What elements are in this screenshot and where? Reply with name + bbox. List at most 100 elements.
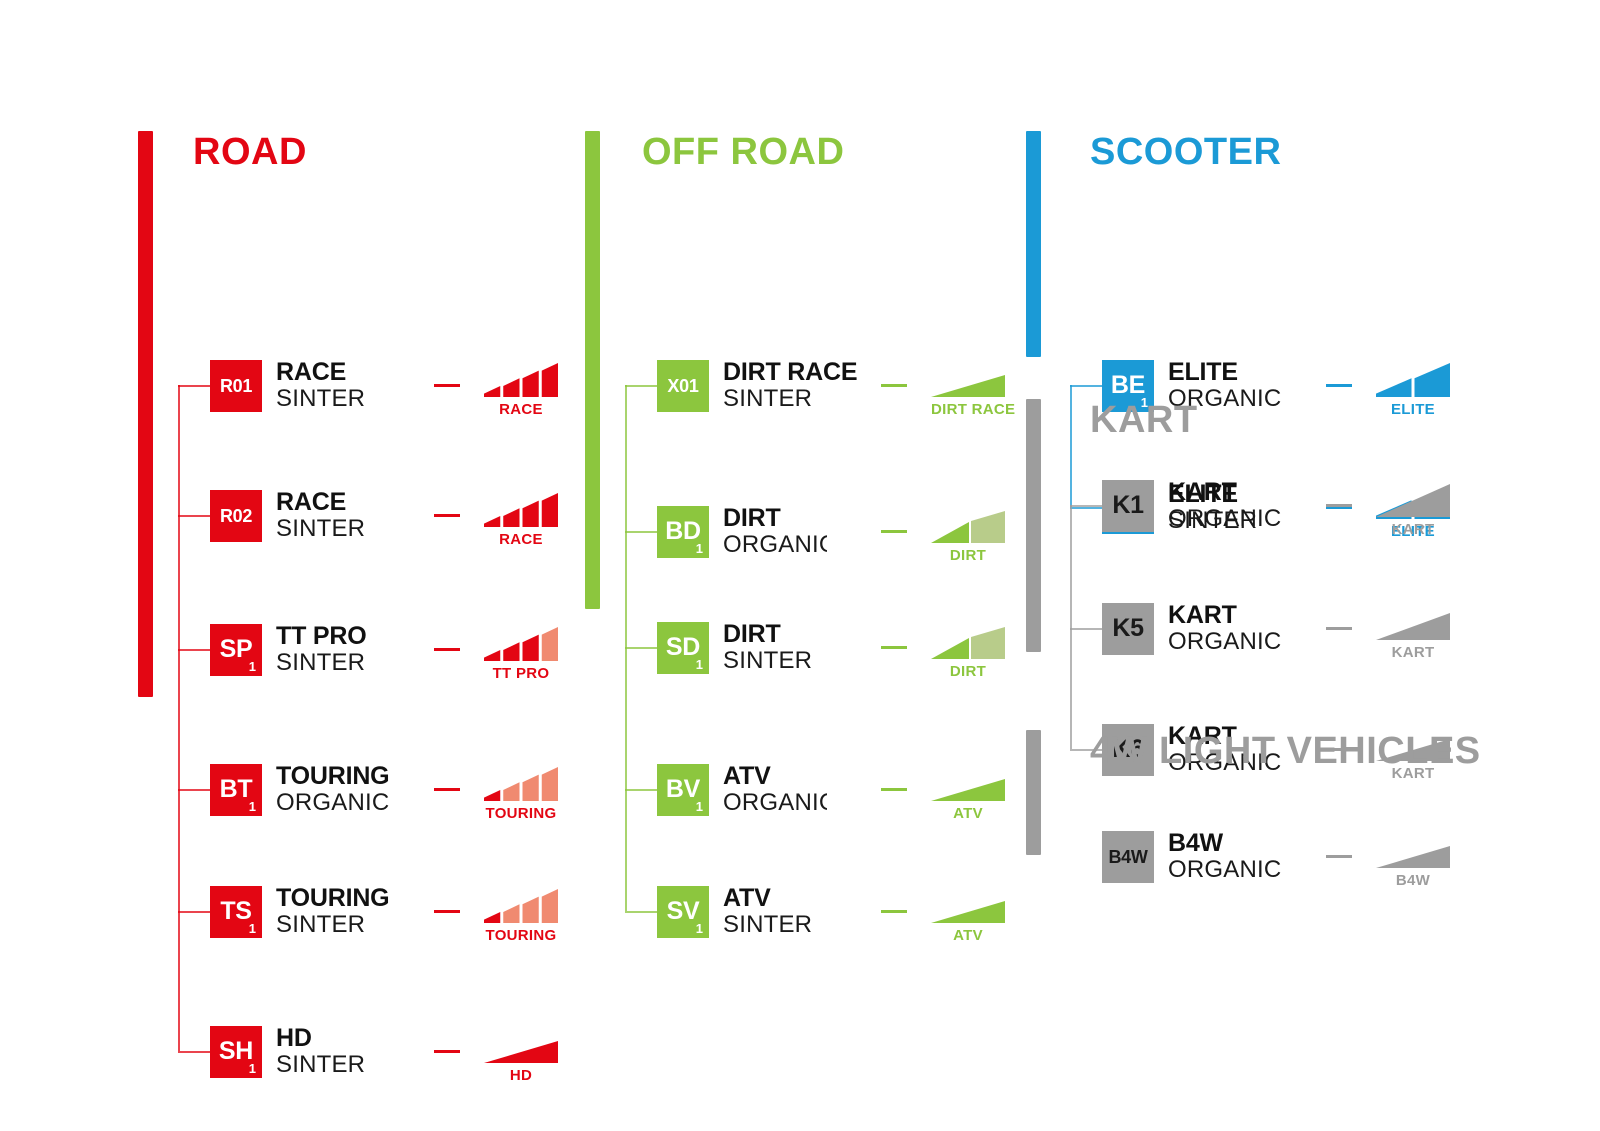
product-code-chip[interactable]: B4W xyxy=(1102,830,1154,883)
product-material: ORGANIC xyxy=(723,789,827,816)
ramp-icon-label: ATV xyxy=(953,927,983,944)
product-labels: HD SINTER xyxy=(276,1025,365,1078)
product-code-chip[interactable]: SH 1 xyxy=(210,1025,262,1078)
ramp-icon-label: DIRT xyxy=(949,547,987,564)
product-labels: KART ORGANIC xyxy=(1168,602,1281,655)
connector-vline xyxy=(178,385,180,1051)
product-code: K5 xyxy=(1112,614,1144,643)
product-material: SINTER xyxy=(276,514,366,542)
ramp-icon-label: RACE xyxy=(499,401,543,418)
product-code-chip[interactable]: X01 xyxy=(657,359,709,412)
product-code: K6 xyxy=(1112,735,1144,764)
product-code-subscript: 1 xyxy=(695,540,703,556)
product-code-chip[interactable]: BV 1 xyxy=(657,763,709,816)
product-name: KART xyxy=(1168,478,1237,506)
product-code-chip[interactable]: R02 xyxy=(210,489,262,542)
product-labels: TOURING SINTER xyxy=(276,885,390,938)
ramp-icon-label: ELITE xyxy=(1390,401,1435,418)
product-code-chip[interactable]: BD 1 xyxy=(657,505,709,558)
product-name: B4W xyxy=(1168,829,1223,857)
connector-hline xyxy=(178,515,210,517)
product-code-subscript: 1 xyxy=(248,920,256,936)
product-name: HD xyxy=(276,1024,312,1052)
product-row[interactable]: SD 1 DIRT SINTER xyxy=(657,621,812,674)
product-code-chip[interactable]: BE 1 xyxy=(1102,359,1154,412)
product-row[interactable]: K6 KART ORGANIC xyxy=(1102,723,1281,776)
product-name: KART xyxy=(1168,601,1237,629)
product-code-chip[interactable]: TS 1 xyxy=(210,885,262,938)
product-name: ELITE xyxy=(1168,480,1238,508)
product-row[interactable]: SV 1 ATV SINTER xyxy=(657,885,812,938)
product-code-chip[interactable]: SD 1 xyxy=(657,621,709,674)
connector-vline xyxy=(1070,505,1072,749)
dash-connector xyxy=(881,646,907,649)
performance-ramp-icon: DIRT xyxy=(931,509,1005,563)
performance-ramp-icon: B4W xyxy=(1376,834,1450,888)
section-spine-road xyxy=(138,131,153,697)
product-labels: KART ORGANIC xyxy=(1168,479,1281,532)
product-row[interactable]: K1 KART ORGANIC xyxy=(1102,479,1281,532)
product-code-chip[interactable]: K6 xyxy=(1102,723,1154,776)
product-code: K1 xyxy=(1112,491,1144,520)
product-code-chip[interactable]: SV 1 xyxy=(657,885,709,938)
product-labels: ATV SINTER xyxy=(723,885,812,938)
performance-ramp-icon: ATV xyxy=(931,767,1005,821)
product-row[interactable]: X01 DIRT RACE SINTER xyxy=(657,358,858,412)
product-material: SINTER xyxy=(723,910,813,938)
connector-hline xyxy=(625,789,657,791)
product-code-chip[interactable]: K1 xyxy=(1102,479,1154,532)
product-code-chip[interactable]: BT 1 xyxy=(210,763,262,816)
product-row[interactable]: SP 1 TT PRO SINTER xyxy=(210,623,367,676)
product-code-subscript: 1 xyxy=(248,1060,256,1076)
ramp-icon-label: DIRT RACE xyxy=(931,401,1016,418)
dash-connector xyxy=(434,384,460,387)
product-name: ATV xyxy=(723,762,771,790)
product-name: DIRT RACE xyxy=(723,358,858,386)
product-code-subscript: 1 xyxy=(695,798,703,814)
connector-hline xyxy=(1070,628,1102,630)
connector-hline xyxy=(625,911,657,913)
performance-ramp-icon: TOURING xyxy=(484,767,558,821)
performance-ramp-icon: HD xyxy=(484,1029,558,1083)
performance-ramp-icon: TOURING xyxy=(484,889,558,943)
product-code-subscript: 1 xyxy=(695,920,703,936)
product-code-chip[interactable]: K5 xyxy=(1102,602,1154,655)
product-row[interactable]: BV 1 ATV ORGANIC xyxy=(657,763,827,816)
product-row[interactable]: SH 1 HD SINTER xyxy=(210,1025,365,1078)
product-labels: DIRT ORGANIC xyxy=(723,505,827,558)
product-row[interactable]: BE 1 ELITE ORGANIC xyxy=(1102,359,1281,412)
product-labels: ELITE SINTER xyxy=(1168,481,1257,534)
product-code: X01 xyxy=(667,375,699,396)
product-row[interactable]: B4W B4W ORGANIC xyxy=(1102,830,1281,883)
product-row[interactable]: BD 1 DIRT ORGANIC xyxy=(657,505,827,558)
product-code-chip[interactable]: R01 xyxy=(210,359,262,412)
product-row[interactable]: BT 1 TOURING ORGANIC xyxy=(210,763,390,816)
connector-vline xyxy=(1070,385,1072,507)
ramp-icon-label: KART xyxy=(1391,521,1435,538)
ramp-icon-label: B4W xyxy=(1395,872,1431,889)
product-material: SINTER xyxy=(723,384,813,412)
product-row[interactable]: R02 RACE SINTER xyxy=(210,489,365,542)
product-row[interactable]: R01 RACE SINTER xyxy=(210,359,365,412)
performance-ramp-icon: DIRT RACE xyxy=(931,363,1015,417)
performance-ramp-icon: KART xyxy=(1376,727,1450,781)
performance-ramp-icon: TT PRO xyxy=(484,627,558,681)
connector-hline xyxy=(1070,507,1102,509)
connector-hline xyxy=(178,911,210,913)
product-row[interactable]: K5 KART ORGANIC xyxy=(1102,602,1281,655)
product-code-chip[interactable]: SP 1 xyxy=(210,623,262,676)
section-title-kart: KART xyxy=(1090,399,1198,441)
product-material: ORGANIC xyxy=(1168,748,1282,776)
product-code: B4W xyxy=(1108,846,1148,867)
performance-ramp-icon: RACE xyxy=(484,493,558,547)
product-name: ELITE xyxy=(1168,358,1238,386)
product-code: BE xyxy=(1110,371,1146,400)
product-labels: RACE SINTER xyxy=(276,359,365,412)
section-title-road: ROAD xyxy=(193,131,307,173)
product-material: SINTER xyxy=(1168,506,1258,534)
dash-connector xyxy=(881,788,907,791)
dash-connector xyxy=(1326,504,1352,507)
section-spine-offroad xyxy=(585,131,600,609)
product-row[interactable]: TS 1 TOURING SINTER xyxy=(210,885,390,938)
